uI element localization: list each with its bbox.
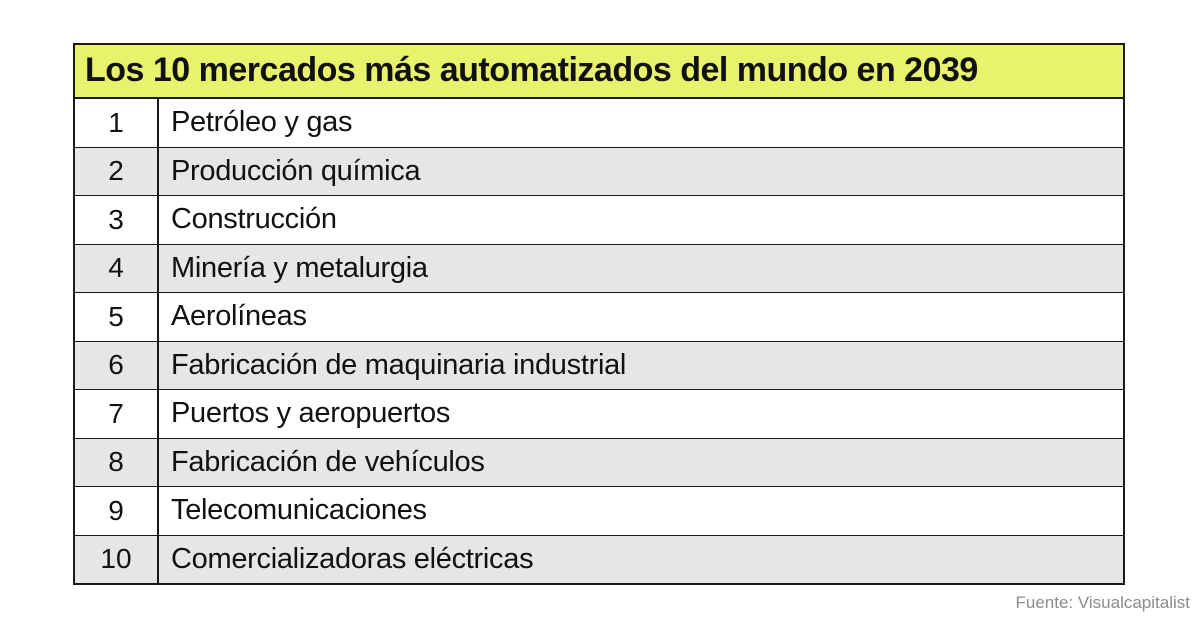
source-credit: Fuente: Visualcapitalist [1015, 593, 1190, 612]
market-cell: Petróleo y gas [171, 106, 353, 139]
table-row: 4 Minería y metalurgia [75, 243, 1123, 292]
table-row: 1 Petróleo y gas [75, 99, 1123, 147]
rank-cell: 9 [75, 487, 159, 535]
table-row: 9 Telecomunicaciones [75, 486, 1123, 535]
rank-cell: 7 [75, 390, 159, 438]
rank-cell: 5 [75, 293, 159, 341]
market-cell: Fabricación de vehículos [171, 445, 485, 478]
ranking-table: Los 10 mercados más automatizados del mu… [73, 43, 1125, 585]
market-cell: Aerolíneas [171, 300, 307, 333]
market-cell: Comercializadoras eléctricas [171, 542, 534, 575]
rank-cell: 8 [75, 438, 159, 486]
rank-cell: 1 [75, 99, 159, 147]
market-cell: Minería y metalurgia [171, 251, 428, 284]
table-row: 5 Aerolíneas [75, 292, 1123, 341]
table-row: 7 Puertos y aeropuertos [75, 389, 1123, 438]
rank-cell: 2 [75, 147, 159, 195]
table-title: Los 10 mercados más automatizados del mu… [85, 50, 978, 89]
market-cell: Construcción [171, 203, 337, 236]
table-row: 3 Construcción [75, 195, 1123, 244]
table-row: 6 Fabricación de maquinaria industrial [75, 340, 1123, 389]
market-cell: Producción química [171, 154, 421, 187]
market-cell: Telecomunicaciones [171, 494, 427, 527]
table-body: 1 Petróleo y gas 2 Producción química 3 … [75, 99, 1123, 583]
table-title-bar: Los 10 mercados más automatizados del mu… [75, 45, 1123, 99]
rank-cell: 4 [75, 244, 159, 292]
table-row: 8 Fabricación de vehículos [75, 437, 1123, 486]
rank-cell: 6 [75, 341, 159, 389]
market-cell: Fabricación de maquinaria industrial [171, 348, 627, 381]
table-row: 2 Producción química [75, 146, 1123, 195]
market-cell: Puertos y aeropuertos [171, 397, 451, 430]
table-row: 10 Comercializadoras eléctricas [75, 534, 1123, 583]
rank-cell: 3 [75, 196, 159, 244]
rank-cell: 10 [75, 535, 159, 583]
